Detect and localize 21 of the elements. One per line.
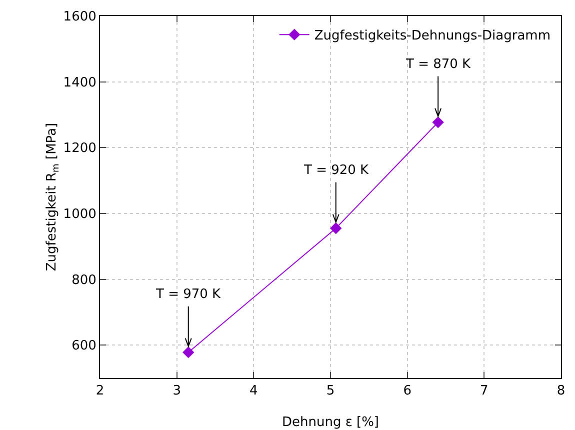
x-tick-label: 7 [480, 384, 488, 399]
y-tick-label: 1000 [63, 207, 96, 222]
x-tick-label: 5 [326, 384, 335, 399]
x-tick-label: 2 [96, 384, 104, 399]
annotation: T = 870 K [405, 57, 472, 72]
annotation: T = 970 K [155, 287, 222, 302]
legend-label: Zugfestigkeits-Dehnungs-Diagramm [314, 28, 550, 44]
x-tick-label: 4 [250, 384, 258, 399]
point [330, 222, 342, 234]
x-axis-title: Dehnung ε [%] [282, 415, 380, 430]
point [432, 116, 444, 128]
x-tick-label: 3 [172, 384, 181, 399]
x-tick-label: 8 [556, 384, 566, 399]
x-tick-label: 6 [403, 384, 412, 399]
y-tick-label: 1400 [63, 75, 96, 90]
y-tick-label: 800 [72, 272, 96, 288]
point [182, 346, 194, 358]
y-tick-label: 1600 [63, 10, 96, 25]
annotation: T = 920 K [303, 163, 370, 178]
y-tick-label: 600 [72, 338, 96, 354]
y-tick-label: 1200 [63, 141, 96, 156]
